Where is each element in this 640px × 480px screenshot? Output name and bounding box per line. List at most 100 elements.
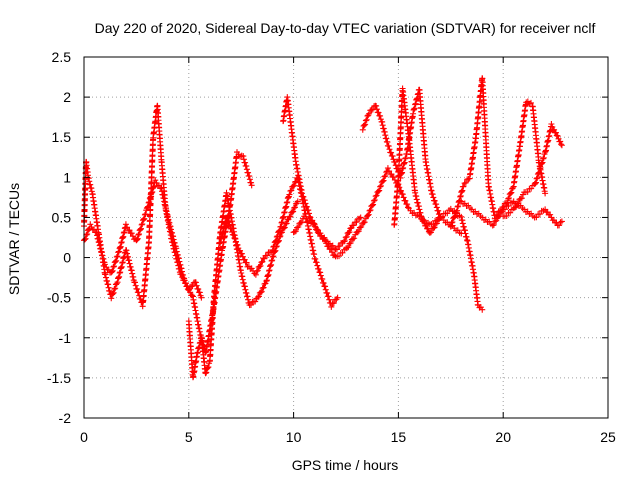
data-point xyxy=(297,219,304,226)
data-point xyxy=(322,237,329,244)
sat-trace-7 xyxy=(359,86,465,237)
x-tick-label: 0 xyxy=(80,429,88,445)
data-point xyxy=(264,252,271,259)
data-point xyxy=(269,253,276,260)
data-point xyxy=(261,255,268,262)
data-point xyxy=(450,214,457,221)
data-point xyxy=(515,199,522,206)
data-point xyxy=(363,116,370,123)
data-point xyxy=(462,179,469,186)
data-point xyxy=(428,229,435,236)
data-point xyxy=(385,143,392,150)
data-point xyxy=(128,230,135,237)
data-point xyxy=(503,212,510,219)
data-point xyxy=(505,194,512,201)
data-point xyxy=(370,201,377,208)
data-point xyxy=(270,253,277,260)
data-point xyxy=(558,141,565,148)
data-point xyxy=(354,228,361,235)
data-point xyxy=(232,235,239,242)
data-point xyxy=(108,295,115,302)
data-point xyxy=(301,197,308,204)
data-point xyxy=(386,146,393,153)
data-point xyxy=(346,229,353,236)
data-point xyxy=(346,240,353,247)
data-point xyxy=(356,224,363,231)
data-point xyxy=(253,268,260,275)
data-point xyxy=(536,169,543,176)
data-point xyxy=(433,204,440,211)
data-point xyxy=(435,207,442,214)
data-point xyxy=(317,272,324,279)
data-point xyxy=(183,280,190,287)
data-point xyxy=(362,121,369,128)
data-point xyxy=(135,231,142,238)
data-point xyxy=(342,234,349,241)
data-point xyxy=(460,183,467,190)
data-point xyxy=(317,230,324,237)
data-point xyxy=(327,246,334,253)
data-point xyxy=(365,211,372,218)
data-point xyxy=(334,294,341,301)
data-point xyxy=(257,262,264,269)
data-point xyxy=(132,282,139,289)
data-point xyxy=(240,156,247,163)
data-point xyxy=(281,224,288,231)
data-point xyxy=(375,109,382,116)
data-point xyxy=(367,207,374,214)
x-tick-label: 25 xyxy=(600,429,616,445)
data-point xyxy=(372,193,379,200)
data-point xyxy=(271,243,278,250)
data-point xyxy=(328,303,335,310)
data-point xyxy=(366,207,373,214)
data-point xyxy=(113,257,120,264)
data-point xyxy=(431,197,438,204)
data-point xyxy=(357,214,364,221)
data-point xyxy=(365,112,372,119)
data-point xyxy=(189,292,196,299)
y-tick-label: 0 xyxy=(63,250,71,266)
data-point xyxy=(405,204,412,211)
data-point xyxy=(325,293,332,300)
y-tick-label: 1 xyxy=(63,169,71,185)
data-point xyxy=(536,211,543,218)
data-point xyxy=(399,191,406,198)
data-point xyxy=(243,259,250,266)
data-point xyxy=(274,233,281,240)
x-tick-label: 15 xyxy=(391,429,407,445)
data-point xyxy=(360,219,367,226)
data-point xyxy=(344,244,351,251)
data-point xyxy=(420,216,427,223)
data-point xyxy=(557,219,564,226)
data-point xyxy=(505,195,512,202)
data-point xyxy=(539,159,546,166)
data-point xyxy=(141,215,148,222)
data-point xyxy=(492,218,499,225)
data-point xyxy=(361,219,368,226)
data-point xyxy=(205,364,212,371)
data-point xyxy=(370,197,377,204)
data-point xyxy=(185,287,192,294)
data-point xyxy=(377,112,384,119)
data-point xyxy=(139,221,146,228)
x-tick-label: 5 xyxy=(185,429,193,445)
data-point xyxy=(369,202,376,209)
data-point xyxy=(377,116,384,123)
data-point xyxy=(380,177,387,184)
data-point xyxy=(254,294,261,301)
data-point xyxy=(536,165,543,172)
y-tick-label: 2 xyxy=(63,89,71,105)
data-point xyxy=(247,301,254,308)
data-point xyxy=(259,285,266,292)
sat-trace-9 xyxy=(447,75,549,230)
data-point xyxy=(373,102,380,109)
data-point xyxy=(383,169,390,176)
y-tick-label: -1 xyxy=(59,330,72,346)
data-point xyxy=(248,179,255,186)
y-tick-label: 2.5 xyxy=(52,49,72,65)
data-point xyxy=(391,159,398,166)
data-point xyxy=(382,172,389,179)
data-point xyxy=(534,174,541,181)
data-point xyxy=(532,179,539,186)
